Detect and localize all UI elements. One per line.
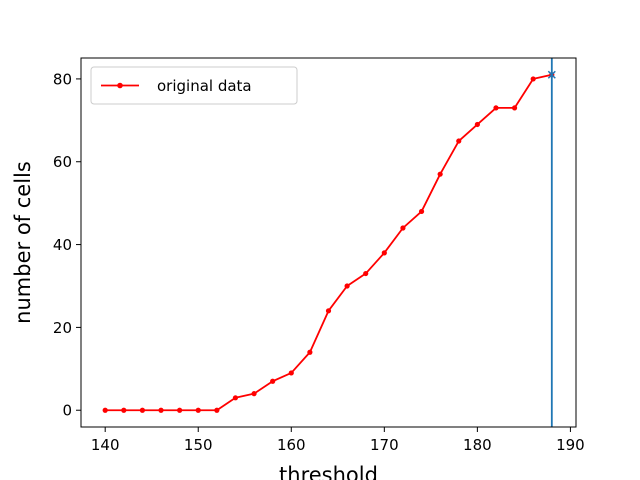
data-point <box>418 208 425 215</box>
data-point <box>363 270 369 277</box>
data-point <box>437 171 443 177</box>
data-point <box>102 407 108 413</box>
data-point <box>381 250 387 256</box>
data-point <box>474 121 480 128</box>
data-point <box>493 105 499 111</box>
axes: 140 150 160 170 180 190 0 20 40 60 80 <box>53 57 585 454</box>
data-point <box>288 370 294 376</box>
legend-swatch-marker <box>117 82 123 89</box>
y-tick-label: 0 <box>62 402 72 420</box>
data-point <box>195 407 201 413</box>
data-point <box>530 76 536 82</box>
data-point <box>270 378 276 384</box>
x-tick-label: 170 <box>370 436 399 454</box>
plot-area <box>102 58 556 427</box>
x-tick-label: 150 <box>184 436 213 454</box>
data-point <box>214 407 220 413</box>
x-axis-label: threshold <box>279 463 378 480</box>
data-point <box>158 407 164 413</box>
y-tick-label: 40 <box>53 236 72 254</box>
data-point <box>511 105 518 111</box>
data-point <box>456 138 462 144</box>
axes-frame <box>80 57 577 428</box>
x-tick-label: 180 <box>463 436 492 454</box>
data-point <box>251 391 257 397</box>
data-point <box>344 283 350 289</box>
x-tick-label: 190 <box>556 436 585 454</box>
data-point <box>400 225 406 231</box>
data-point <box>307 349 313 355</box>
data-point <box>232 395 239 401</box>
data-point <box>177 407 183 413</box>
data-point <box>325 308 332 314</box>
legend-box <box>90 66 298 105</box>
data-point <box>121 407 127 413</box>
y-tick-label: 80 <box>53 70 72 88</box>
legend-entry-label: original data <box>157 77 252 95</box>
x-tick-label: 140 <box>91 436 120 454</box>
data-point <box>139 407 146 413</box>
y-axis-label: number of cells <box>11 161 35 324</box>
series-line-0 <box>105 73 553 412</box>
y-tick-label: 20 <box>53 319 72 337</box>
x-tick-label: 160 <box>277 436 306 454</box>
y-tick-label: 60 <box>53 153 72 171</box>
legend: original data <box>90 66 298 105</box>
